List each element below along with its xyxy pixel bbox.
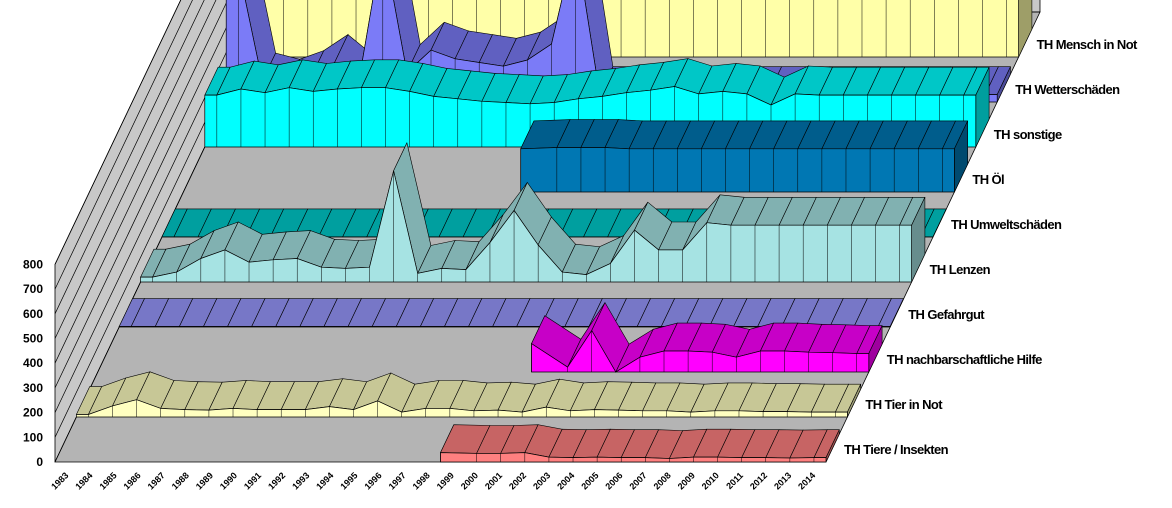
series-group <box>75 0 1033 463</box>
x-tick-label: 2005 <box>579 470 600 491</box>
x-tick-label: 1985 <box>97 470 118 491</box>
series-th-öl <box>520 119 969 193</box>
y-tick-label: 0 <box>36 455 43 469</box>
series-th-nachbarschaftliche-hilfe <box>531 301 883 373</box>
x-tick-label: 1983 <box>49 470 70 491</box>
y-tick-label: 100 <box>23 430 43 444</box>
y-tick-label: 500 <box>23 332 43 346</box>
x-tick-label: 1990 <box>218 470 239 491</box>
x-tick-label: 1992 <box>266 470 287 491</box>
gridline <box>54 0 182 265</box>
y-tick-label: 300 <box>23 381 43 395</box>
x-tick-label: 1991 <box>242 470 263 491</box>
x-tick-label: 1988 <box>170 470 191 491</box>
series-th-tier-in-not <box>75 371 862 418</box>
x-tick-label: 2000 <box>459 470 480 491</box>
x-tick-label: 2003 <box>531 470 552 491</box>
area-front-face <box>520 147 955 193</box>
x-tick-label: 2012 <box>748 470 769 491</box>
series-labels: TH Tiere / Insekten TH Tier in Not TH nach… <box>844 37 1139 457</box>
x-tick-label: 1996 <box>362 470 383 491</box>
x-tick-label: 1984 <box>73 470 94 491</box>
y-tick-label: 700 <box>23 282 43 296</box>
x-tick-label: 2009 <box>676 470 697 491</box>
series-label: TH sonstige <box>994 127 1062 142</box>
x-tick-label: 1989 <box>194 470 215 491</box>
x-tick-label: 2011 <box>724 470 745 491</box>
x-tick-label: 2008 <box>652 470 673 491</box>
x-tick-label: 1987 <box>146 470 167 491</box>
x-tick-label: 1995 <box>338 470 359 491</box>
series-label: TH Gefahrgut <box>908 307 985 322</box>
gridline <box>54 0 264 438</box>
x-tick-label: 2006 <box>603 470 624 491</box>
y-tick-label: 800 <box>23 257 43 271</box>
x-tick-label: 1997 <box>387 470 408 491</box>
series-label: TH Öl <box>972 172 1004 187</box>
series-th-tiere-insekten <box>440 424 840 463</box>
series-label: TH Lenzen <box>930 262 991 277</box>
area-end-cap <box>1018 0 1033 58</box>
x-tick-label: 2002 <box>507 470 528 491</box>
gridline <box>54 0 217 339</box>
gridline <box>54 0 229 364</box>
y-tick-label: 200 <box>23 406 43 420</box>
x-tick-label: 2007 <box>627 470 648 491</box>
series-label: TH Mensch in Not <box>1037 37 1138 52</box>
series-label: TH Tiere / Insekten <box>844 442 949 457</box>
x-axis-labels: 1983 1984 1985 1986 1987 1988 1989 1990 1991 1992… <box>49 470 817 491</box>
x-tick-label: 1993 <box>290 470 311 491</box>
series-label: TH Tier in Not <box>865 397 943 412</box>
x-tick-label: 2001 <box>483 470 504 491</box>
series-label: TH Wetterschäden <box>1015 82 1120 97</box>
gridline <box>54 0 252 413</box>
x-tick-label: 2014 <box>796 470 817 491</box>
area-front-face <box>440 452 827 463</box>
series-label: TH Umweltschäden <box>951 217 1062 232</box>
gridline <box>54 0 240 389</box>
series-label: TH nachbarschaftliche Hilfe <box>887 352 1042 367</box>
series-th-lenzen <box>140 141 926 283</box>
gridline <box>54 0 205 314</box>
x-tick-label: 2010 <box>700 470 721 491</box>
series-th-gefahrgut <box>118 298 904 328</box>
x-tick-label: 1986 <box>122 470 143 491</box>
y-tick-label: 400 <box>23 356 43 370</box>
x-tick-label: 2013 <box>772 470 793 491</box>
gridline <box>54 0 193 290</box>
x-tick-label: 2004 <box>555 470 576 491</box>
x-tick-label: 1994 <box>314 470 335 491</box>
x-tick-label: 1999 <box>435 470 456 491</box>
y-tick-label: 600 <box>23 307 43 321</box>
x-tick-label: 1998 <box>411 470 432 491</box>
y-axis-labels: 0 100 200 300 400 500 600 700 800 <box>23 257 43 469</box>
